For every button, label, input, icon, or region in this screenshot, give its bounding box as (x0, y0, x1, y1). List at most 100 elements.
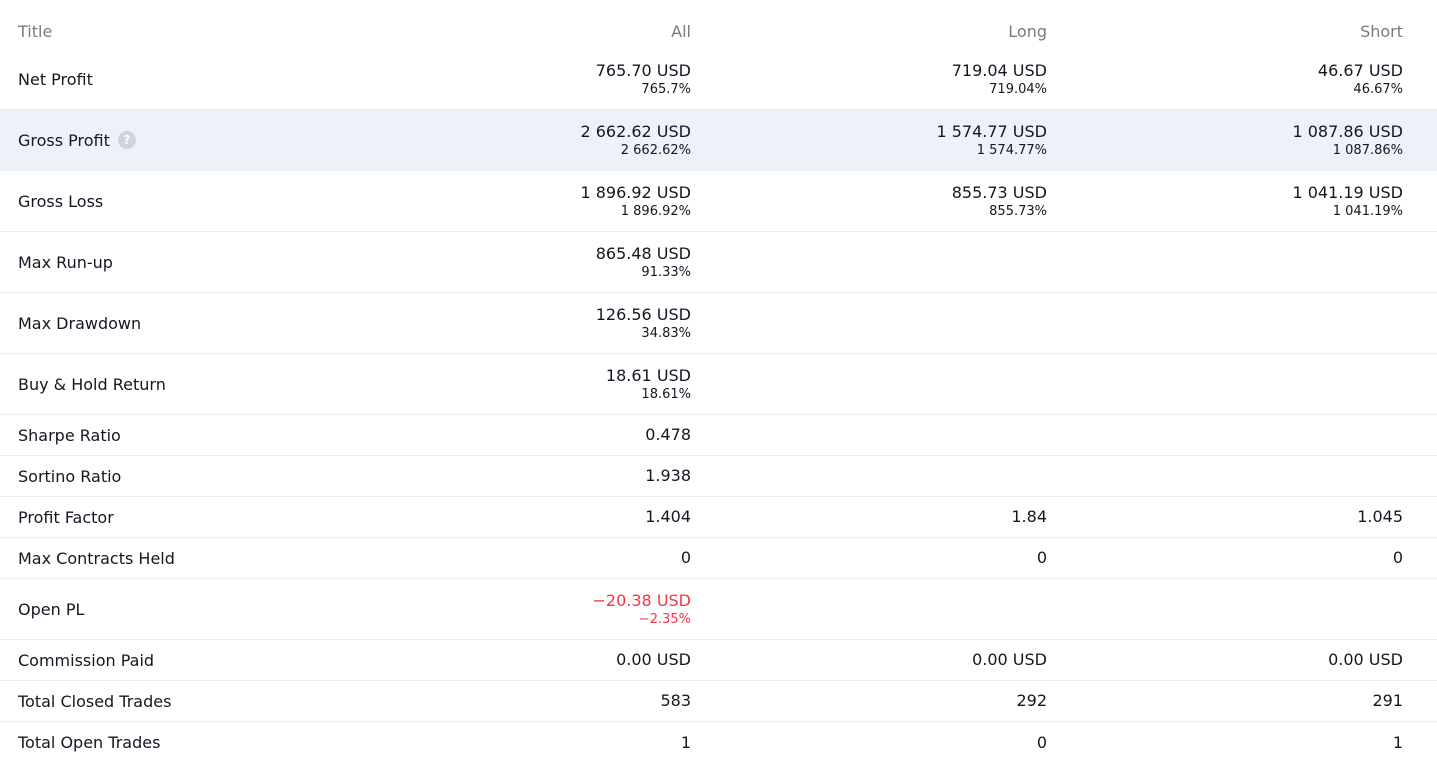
table-row-sortino-ratio[interactable]: Sortino Ratio 1.938 (0, 456, 1437, 497)
row-title: Max Contracts Held (18, 548, 175, 568)
value-main: 1.84 (1011, 507, 1047, 526)
cell-short: 1 087.86 USD 1 087.86% (1047, 122, 1403, 159)
value-main: 1.404 (645, 507, 691, 526)
value-percent: 1 574.77% (976, 142, 1047, 158)
value-percent: 18.61% (641, 386, 691, 402)
value-main: 0.00 USD (616, 650, 691, 669)
table-row-total-open-trades[interactable]: Total Open Trades 1 0 1 (0, 722, 1437, 763)
value-percent: 34.83% (641, 325, 691, 341)
value-main: 1.938 (645, 466, 691, 485)
value-percent: 855.73% (989, 203, 1047, 219)
value-main: 126.56 USD (595, 304, 691, 324)
cell-all: 583 (330, 691, 691, 711)
cell-long: 1.84 (691, 507, 1047, 527)
cell-long: 1 574.77 USD 1 574.77% (691, 122, 1047, 159)
column-header-title[interactable]: Title (18, 22, 53, 41)
row-title: Max Run-up (18, 252, 113, 272)
table-row-max-drawdown[interactable]: Max Drawdown 126.56 USD 34.83% (0, 293, 1437, 354)
cell-all: 126.56 USD 34.83% (330, 305, 691, 342)
value-main: 1 (680, 732, 691, 752)
value-main: 765.70 USD (595, 61, 691, 80)
column-header-all[interactable]: All (671, 22, 691, 41)
cell-short: 1 (1047, 733, 1403, 753)
row-title: Buy & Hold Return (18, 374, 166, 394)
value-percent: 1 896.92% (620, 203, 691, 219)
value-percent: 2 662.62% (620, 142, 691, 158)
cell-long: 855.73 USD 855.73% (691, 183, 1047, 220)
value-main: 292 (1016, 691, 1047, 710)
value-main: 1 087.86 USD (1292, 121, 1403, 141)
value-main: −20.38 USD (592, 590, 691, 610)
cell-short: 1 041.19 USD 1 041.19% (1047, 183, 1403, 220)
cell-short: 46.67 USD 46.67% (1047, 61, 1403, 98)
value-main: 1 896.92 USD (580, 182, 691, 202)
value-main: 855.73 USD (951, 182, 1047, 202)
row-title: Total Closed Trades (18, 691, 172, 711)
value-main: 583 (660, 691, 691, 710)
table-row-profit-factor[interactable]: Profit Factor 1.404 1.84 1.045 (0, 497, 1437, 538)
value-main: 0.00 USD (972, 650, 1047, 669)
help-icon[interactable]: ? (117, 131, 136, 149)
row-title: Total Open Trades (18, 733, 161, 752)
value-percent: 719.04% (989, 82, 1047, 97)
value-percent: −2.35% (638, 611, 691, 627)
value-main: 865.48 USD (595, 243, 691, 263)
cell-short: 291 (1047, 691, 1403, 711)
value-main: 1 574.77 USD (936, 121, 1047, 141)
value-percent: 46.67% (1353, 82, 1403, 97)
table-row-open-pl[interactable]: Open PL −20.38 USD −2.35% (0, 579, 1437, 640)
cell-all: 865.48 USD 91.33% (330, 244, 691, 281)
cell-all: 2 662.62 USD 2 662.62% (330, 122, 691, 159)
table-row-gross-loss[interactable]: Gross Loss 1 896.92 USD 1 896.92% 855.73… (0, 171, 1437, 232)
table-row-gross-profit[interactable]: Gross Profit ? 2 662.62 USD 2 662.62% 1 … (0, 110, 1437, 171)
cell-long: 0 (691, 548, 1047, 568)
value-percent: 91.33% (641, 264, 691, 280)
value-main: 1 (1392, 732, 1403, 752)
table-row-net-profit[interactable]: Net Profit 765.70 USD 765.7% 719.04 USD … (0, 50, 1437, 110)
value-main: 2 662.62 USD (580, 121, 691, 141)
cell-long: 719.04 USD 719.04% (691, 61, 1047, 98)
cell-all: 1.404 (330, 507, 691, 527)
row-title: Gross Profit (18, 130, 110, 150)
table-header: Title All Long Short (0, 0, 1437, 50)
table-row-sharpe-ratio[interactable]: Sharpe Ratio 0.478 (0, 415, 1437, 456)
value-main: 0.478 (645, 425, 691, 444)
row-title: Sortino Ratio (18, 466, 122, 486)
cell-all: 0 (330, 548, 691, 568)
value-main: 0 (680, 548, 691, 567)
column-header-long[interactable]: Long (1008, 22, 1047, 41)
value-main: 18.61 USD (605, 365, 691, 385)
value-main: 1.045 (1357, 507, 1403, 526)
cell-short: 0 (1047, 548, 1403, 568)
row-title: Sharpe Ratio (18, 425, 121, 445)
value-main: 0 (1392, 548, 1403, 567)
cell-short: 1.045 (1047, 507, 1403, 527)
table-row-max-run-up[interactable]: Max Run-up 865.48 USD 91.33% (0, 232, 1437, 293)
cell-all: 1 896.92 USD 1 896.92% (330, 183, 691, 220)
value-percent: 1 041.19% (1332, 203, 1403, 219)
cell-all: −20.38 USD −2.35% (330, 591, 691, 628)
cell-all: 1 (330, 733, 691, 753)
value-main: 0 (1036, 548, 1047, 567)
column-header-short[interactable]: Short (1360, 22, 1403, 41)
row-title: Profit Factor (18, 507, 114, 527)
value-main: 719.04 USD (951, 61, 1047, 80)
value-main: 46.67 USD (1317, 61, 1403, 80)
row-title: Max Drawdown (18, 313, 142, 333)
value-percent: 765.7% (641, 82, 691, 97)
row-title: Open PL (18, 599, 85, 619)
cell-long: 292 (691, 691, 1047, 711)
cell-all: 0.478 (330, 425, 691, 445)
table-row-max-contracts-held[interactable]: Max Contracts Held 0 0 0 (0, 538, 1437, 579)
table-row-total-closed-trades[interactable]: Total Closed Trades 583 292 291 (0, 681, 1437, 722)
row-title: Gross Loss (18, 191, 104, 211)
value-main: 0 (1036, 732, 1047, 752)
table-row-commission-paid[interactable]: Commission Paid 0.00 USD 0.00 USD 0.00 U… (0, 640, 1437, 681)
value-main: 1 041.19 USD (1292, 182, 1403, 202)
cell-all: 18.61 USD 18.61% (330, 366, 691, 403)
table-row-buy-hold-return[interactable]: Buy & Hold Return 18.61 USD 18.61% (0, 354, 1437, 415)
row-title: Commission Paid (18, 650, 155, 670)
cell-long: 0.00 USD (691, 650, 1047, 670)
value-main: 0.00 USD (1328, 650, 1403, 669)
